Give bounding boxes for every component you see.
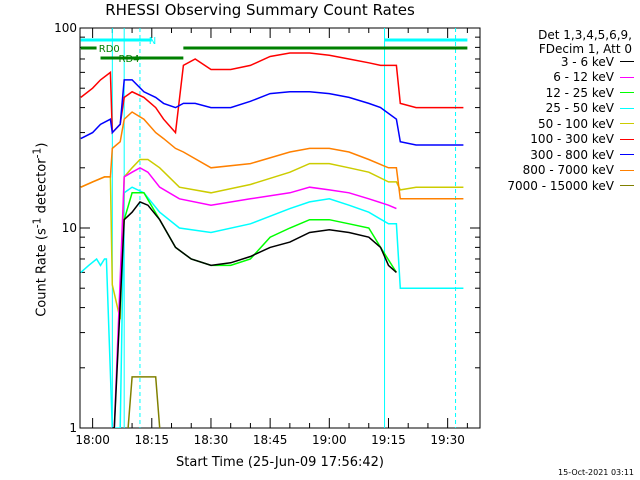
legend-swatch	[620, 123, 634, 125]
legend-swatch	[620, 92, 634, 94]
x-tick-label: 19:15	[371, 433, 406, 447]
legend-label: 7000 - 15000 keV	[507, 178, 614, 193]
x-tick-label: 18:30	[194, 433, 229, 447]
footer-timestamp: 15-Oct-2021 03:11	[558, 468, 634, 477]
series-line	[112, 200, 397, 428]
legend-swatch	[620, 185, 634, 187]
legend-label: 800 - 7000 keV	[522, 163, 614, 178]
legend: 3 - 6 keV 6 - 12 keV 12 - 25 keV 25 - 50 ke…	[507, 54, 634, 194]
legend-entry: 100 - 300 keV	[507, 132, 634, 148]
legend-swatch	[620, 107, 634, 109]
legend-entry: 12 - 25 keV	[507, 85, 634, 101]
legend-label: 6 - 12 keV	[553, 70, 614, 85]
series-line	[112, 166, 397, 428]
x-tick-label: 18:15	[134, 433, 169, 447]
series-line	[80, 158, 464, 320]
legend-label: 300 - 800 keV	[530, 147, 614, 162]
legend-swatch	[620, 138, 634, 140]
x-tick-label: 18:00	[75, 433, 110, 447]
legend-swatch	[620, 76, 634, 78]
chart-title: RHESSI Observing Summary Count Rates	[105, 1, 415, 19]
legend-entry: 300 - 800 keV	[507, 147, 634, 163]
legend-label: 12 - 25 keV	[545, 85, 614, 100]
legend-entry: 800 - 7000 keV	[507, 163, 634, 179]
y-tick-label: 1	[69, 421, 77, 435]
x-tick-label: 19:30	[430, 433, 465, 447]
legend-entry: 50 - 100 keV	[507, 116, 634, 132]
y-tick-label: 10	[62, 221, 77, 235]
annotation-bar-label: RD4	[119, 54, 140, 65]
legend-label: 50 - 100 keV	[537, 116, 614, 131]
legend-swatch	[620, 61, 634, 63]
series-line	[123, 192, 398, 273]
series-line	[80, 186, 464, 428]
series-line	[127, 376, 161, 428]
legend-entry: 3 - 6 keV	[507, 54, 634, 70]
x-tick-label: 18:45	[253, 433, 288, 447]
legend-swatch	[620, 169, 634, 171]
y-axis-label: Count Rate (s-1 detector-1)	[30, 142, 50, 317]
legend-label: 100 - 300 keV	[530, 132, 614, 147]
legend-label: 3 - 6 keV	[560, 54, 614, 69]
annotation-bar-label: N	[149, 36, 156, 47]
annotation-bar-label: RD0	[99, 44, 120, 55]
series-line	[80, 79, 464, 146]
x-axis-label: Start Time (25-Jun-09 17:56:42)	[176, 455, 384, 470]
x-tick-label: 19:00	[312, 433, 347, 447]
legend-entry: 6 - 12 keV	[507, 70, 634, 86]
legend-label: 25 - 50 keV	[545, 101, 614, 116]
legend-swatch	[620, 154, 634, 156]
legend-entry: 25 - 50 keV	[507, 101, 634, 117]
series-line	[80, 111, 464, 200]
legend-header-fdecim: FDecim 1, Att 0	[538, 42, 632, 56]
legend-entry: 7000 - 15000 keV	[507, 178, 634, 194]
y-tick-label: 100	[54, 21, 77, 35]
legend-header-detectors: Det 1,3,4,5,6,9,	[538, 28, 632, 42]
